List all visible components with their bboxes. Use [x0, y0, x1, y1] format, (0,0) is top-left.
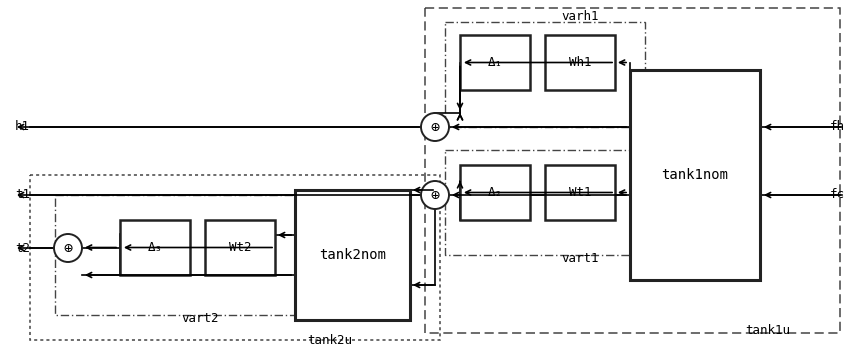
Text: t1: t1: [15, 188, 30, 201]
Text: ⊕: ⊕: [430, 120, 439, 135]
Text: Wt2: Wt2: [229, 241, 251, 254]
Text: Δ₂: Δ₂: [487, 186, 503, 199]
Bar: [460, 165, 530, 220]
Bar: [120, 220, 190, 275]
Text: tank2u: tank2u: [308, 333, 352, 347]
Bar: [205, 220, 275, 275]
Bar: [30, 175, 440, 340]
Text: Wt1: Wt1: [569, 186, 592, 199]
Bar: [545, 35, 615, 90]
Text: fc: fc: [830, 188, 845, 201]
Bar: [630, 70, 760, 280]
Text: ⊕: ⊕: [430, 187, 439, 202]
Circle shape: [421, 113, 449, 141]
Text: varh1: varh1: [561, 10, 598, 22]
Bar: [445, 150, 645, 255]
Text: Δ₁: Δ₁: [487, 56, 503, 69]
Bar: [445, 22, 645, 127]
Bar: [295, 190, 410, 320]
Text: ⊕: ⊕: [63, 241, 73, 256]
Text: vart1: vart1: [561, 251, 598, 265]
Bar: [460, 35, 530, 90]
Bar: [55, 195, 315, 315]
Circle shape: [54, 234, 82, 262]
Bar: [545, 165, 615, 220]
Text: Wh1: Wh1: [569, 56, 592, 69]
Text: tank1u: tank1u: [745, 323, 790, 337]
Text: Δ₃: Δ₃: [148, 241, 162, 254]
Bar: [425, 8, 840, 333]
Text: fh: fh: [830, 121, 845, 134]
Text: h1: h1: [15, 121, 30, 134]
Text: vart2: vart2: [181, 312, 219, 325]
Text: tank2nom: tank2nom: [319, 248, 386, 262]
Text: tank1nom: tank1nom: [662, 168, 728, 182]
Circle shape: [421, 181, 449, 209]
Text: t2: t2: [15, 241, 30, 255]
